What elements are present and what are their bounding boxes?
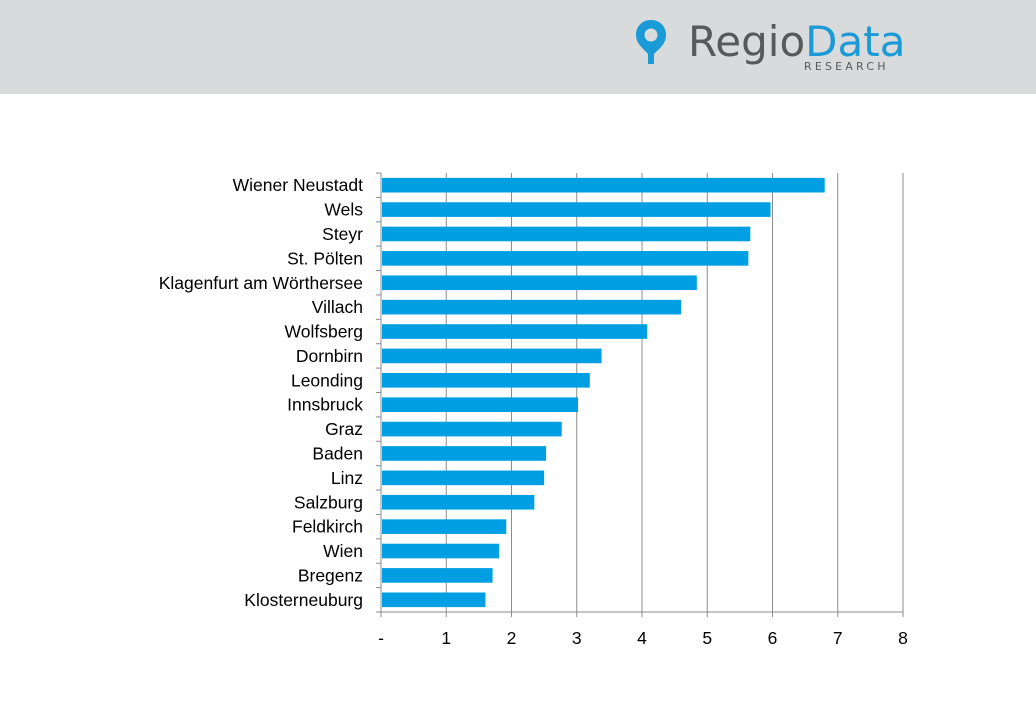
logo-subtitle: RESEARCH [804, 60, 889, 73]
category-label: St. Pölten [287, 248, 363, 268]
bar [382, 592, 486, 608]
x-tick-label: 7 [833, 628, 843, 648]
bar [382, 275, 697, 291]
regiodata-logo[interactable]: RegioData RESEARCH [634, 16, 905, 76]
bar [382, 519, 507, 534]
bar [382, 543, 500, 559]
category-label: Wien [323, 541, 363, 561]
x-tick-label: 3 [572, 628, 582, 648]
header-banner: RegioData RESEARCH [0, 0, 1036, 94]
category-label: Villach [312, 297, 363, 317]
bar [382, 348, 602, 364]
bar [382, 226, 751, 242]
category-label: Wiener Neustadt [233, 175, 363, 195]
category-label: Wolfsberg [285, 322, 363, 342]
bar [382, 568, 493, 583]
category-label: Feldkirch [292, 517, 363, 537]
category-label: Wels [324, 200, 363, 220]
x-tick-label: 2 [507, 628, 517, 648]
bar [382, 494, 535, 510]
category-label: Bregenz [298, 565, 363, 585]
bar [382, 299, 682, 315]
category-label: Dornbirn [296, 346, 363, 366]
x-tick-label: 5 [702, 628, 712, 648]
category-label: Innsbruck [287, 395, 363, 415]
map-pin-icon [636, 20, 666, 64]
logo-wordmark: RegioData [688, 18, 905, 66]
bar [382, 202, 771, 217]
category-label: Baden [312, 443, 363, 463]
x-tick-label: - [378, 628, 384, 648]
category-label: Leonding [291, 370, 363, 390]
x-tick-label: 4 [637, 628, 647, 648]
bar [382, 324, 648, 339]
logo-text-data: Data [805, 17, 906, 66]
category-label: Linz [331, 468, 363, 488]
category-label: Klosterneuburg [244, 590, 363, 610]
logo-text-regio: Regio [688, 17, 806, 66]
category-label: Steyr [322, 224, 363, 244]
x-tick-label: 6 [768, 628, 778, 648]
category-label: Graz [325, 419, 363, 439]
bar [382, 397, 579, 413]
bar [382, 421, 562, 437]
bar [382, 372, 590, 388]
category-label: Salzburg [294, 492, 363, 512]
bar [382, 251, 749, 266]
bar [382, 446, 547, 461]
x-tick-label: 8 [898, 628, 908, 648]
bar [382, 177, 825, 193]
x-tick-label: 1 [441, 628, 451, 648]
category-label: Klagenfurt am Wörthersee [159, 273, 363, 293]
bar [382, 470, 545, 486]
